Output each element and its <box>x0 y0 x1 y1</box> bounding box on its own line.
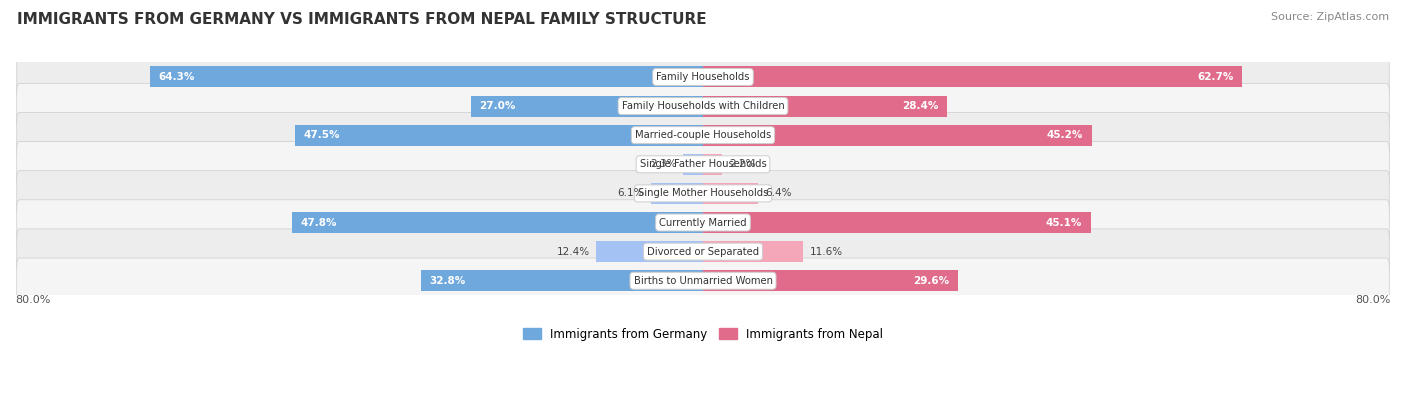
Text: Source: ZipAtlas.com: Source: ZipAtlas.com <box>1271 12 1389 22</box>
Bar <box>703 183 758 204</box>
Text: 6.4%: 6.4% <box>765 188 792 198</box>
Bar <box>292 212 703 233</box>
FancyBboxPatch shape <box>17 229 1389 275</box>
Text: 80.0%: 80.0% <box>1355 295 1391 305</box>
Text: 64.3%: 64.3% <box>159 72 195 82</box>
Text: 62.7%: 62.7% <box>1198 72 1233 82</box>
Bar <box>703 154 721 175</box>
FancyBboxPatch shape <box>17 258 1389 303</box>
Text: Births to Unmarried Women: Births to Unmarried Women <box>634 276 772 286</box>
Bar <box>596 241 703 262</box>
Text: 27.0%: 27.0% <box>479 101 516 111</box>
Text: Currently Married: Currently Married <box>659 218 747 228</box>
Text: Family Households with Children: Family Households with Children <box>621 101 785 111</box>
FancyBboxPatch shape <box>17 141 1389 187</box>
Text: IMMIGRANTS FROM GERMANY VS IMMIGRANTS FROM NEPAL FAMILY STRUCTURE: IMMIGRANTS FROM GERMANY VS IMMIGRANTS FR… <box>17 12 706 27</box>
Text: Married-couple Households: Married-couple Households <box>636 130 770 140</box>
Text: 28.4%: 28.4% <box>903 101 939 111</box>
Text: Single Father Households: Single Father Households <box>640 159 766 169</box>
Bar <box>703 270 957 291</box>
Bar <box>703 212 1091 233</box>
Text: 47.5%: 47.5% <box>304 130 340 140</box>
Text: Family Households: Family Households <box>657 72 749 82</box>
Text: 45.2%: 45.2% <box>1046 130 1083 140</box>
Bar <box>651 183 703 204</box>
FancyBboxPatch shape <box>17 171 1389 216</box>
Bar <box>703 66 1243 87</box>
Text: Single Mother Households: Single Mother Households <box>638 188 768 198</box>
Text: 29.6%: 29.6% <box>912 276 949 286</box>
Bar <box>703 125 1091 146</box>
FancyBboxPatch shape <box>17 113 1389 158</box>
Bar <box>294 125 703 146</box>
Bar <box>471 96 703 117</box>
Text: 2.2%: 2.2% <box>728 159 755 169</box>
Bar <box>150 66 703 87</box>
Bar <box>420 270 703 291</box>
Bar <box>683 154 703 175</box>
Text: 80.0%: 80.0% <box>15 295 51 305</box>
Text: 6.1%: 6.1% <box>617 188 644 198</box>
Text: 32.8%: 32.8% <box>429 276 465 286</box>
Bar <box>703 241 803 262</box>
Legend: Immigrants from Germany, Immigrants from Nepal: Immigrants from Germany, Immigrants from… <box>523 327 883 340</box>
FancyBboxPatch shape <box>17 54 1389 100</box>
Text: 11.6%: 11.6% <box>810 246 842 257</box>
Text: 12.4%: 12.4% <box>557 246 589 257</box>
FancyBboxPatch shape <box>17 200 1389 245</box>
Bar <box>703 96 948 117</box>
Text: 2.3%: 2.3% <box>650 159 676 169</box>
FancyBboxPatch shape <box>17 83 1389 129</box>
Text: 45.1%: 45.1% <box>1046 218 1083 228</box>
Text: 47.8%: 47.8% <box>301 218 337 228</box>
Text: Divorced or Separated: Divorced or Separated <box>647 246 759 257</box>
